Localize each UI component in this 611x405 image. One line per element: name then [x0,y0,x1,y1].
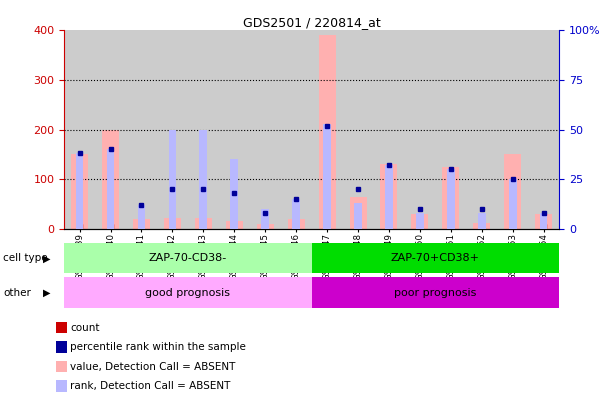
Bar [509,179,516,229]
Bar [157,30,188,229]
Text: ZAP-70-CD38-: ZAP-70-CD38- [148,253,227,263]
Bar [219,30,250,229]
Bar [349,196,367,229]
Text: rank, Detection Call = ABSENT: rank, Detection Call = ABSENT [70,381,230,391]
Bar [64,30,95,229]
Text: ▶: ▶ [43,288,50,298]
Bar [474,223,490,229]
Bar [280,30,312,229]
Bar [230,160,238,229]
Bar [257,224,274,229]
Bar [102,130,119,229]
Text: ▶: ▶ [43,254,50,263]
Bar [447,169,455,229]
Bar [288,219,305,229]
Bar [381,164,397,229]
Bar [133,219,150,229]
Bar [292,199,300,229]
Bar [199,130,207,229]
Bar [250,30,280,229]
Bar [436,30,466,229]
Bar [312,243,559,273]
Bar [373,30,404,229]
Bar [188,30,219,229]
Bar [64,277,312,308]
Bar [64,243,312,273]
Bar [535,214,552,229]
Bar [312,277,559,308]
Text: good prognosis: good prognosis [145,288,230,298]
Text: cell type: cell type [3,254,48,263]
Bar [76,153,84,229]
Text: count: count [70,323,100,333]
Bar [164,218,181,229]
Bar [528,30,559,229]
Bar [226,222,243,229]
Bar [312,30,343,229]
Bar [107,149,114,229]
Text: value, Detection Call = ABSENT: value, Detection Call = ABSENT [70,362,236,371]
Bar [137,205,145,229]
Bar [416,213,424,229]
Title: GDS2501 / 220814_at: GDS2501 / 220814_at [243,16,381,29]
Bar [504,154,521,229]
Bar [126,30,157,229]
Text: other: other [3,288,31,298]
Bar [466,30,497,229]
Bar [262,209,269,229]
Bar [318,35,335,229]
Bar [404,30,436,229]
Bar [71,154,88,229]
Bar [195,218,212,229]
Bar [385,165,393,229]
Text: percentile rank within the sample: percentile rank within the sample [70,342,246,352]
Text: ZAP-70+CD38+: ZAP-70+CD38+ [391,253,480,263]
Bar [323,124,331,229]
Bar [95,30,126,229]
Bar [497,30,528,229]
Bar [442,167,459,229]
Bar [411,214,428,229]
Bar [169,130,177,229]
Bar [478,213,486,229]
Bar [343,30,373,229]
Text: poor prognosis: poor prognosis [394,288,477,298]
Bar [540,213,547,229]
Bar [354,203,362,229]
